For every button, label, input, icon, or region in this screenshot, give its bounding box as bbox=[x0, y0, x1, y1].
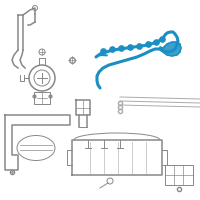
Polygon shape bbox=[160, 42, 181, 56]
